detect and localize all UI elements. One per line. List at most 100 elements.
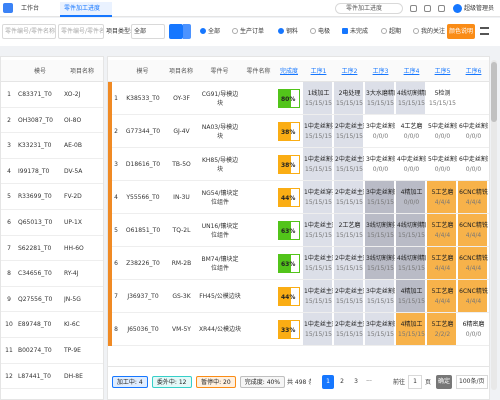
step-cell[interactable] [396, 82, 426, 114]
prev-button[interactable] [312, 376, 320, 388]
step-cell[interactable] [365, 148, 395, 180]
column-header[interactable]: 项目名称 [168, 68, 193, 75]
step-cell[interactable] [303, 313, 333, 345]
option-label[interactable]: 我的关注 [421, 28, 446, 35]
row[interactable] [108, 181, 489, 214]
text-input[interactable]: 零件编号/零件名称/零件... [58, 24, 104, 39]
step-cell[interactable] [396, 115, 426, 147]
page-active[interactable]: 1 [322, 375, 334, 389]
column-header[interactable]: 模号 [136, 68, 149, 75]
column-header[interactable]: 工序6 [465, 68, 482, 75]
step-cell[interactable] [303, 82, 333, 114]
step-cell[interactable] [334, 181, 364, 213]
column-header[interactable]: 零件名称 [246, 68, 271, 75]
step-cell[interactable] [303, 181, 333, 213]
step-cell[interactable] [427, 82, 457, 114]
step-cell[interactable] [427, 214, 457, 246]
step-cell[interactable] [334, 247, 364, 279]
step-cell[interactable] [427, 115, 457, 147]
text-input[interactable]: 零件编号/零件名称/生... [2, 24, 56, 39]
column-header[interactable]: 项目名称 [69, 68, 94, 75]
row[interactable] [1, 159, 103, 185]
row[interactable] [1, 82, 103, 108]
row[interactable] [1, 338, 103, 364]
option-label[interactable]: 全部 [208, 28, 221, 35]
step-cell[interactable] [365, 115, 395, 147]
step-cell[interactable] [334, 214, 364, 246]
page-button[interactable]: 2 [340, 378, 344, 385]
status-badge[interactable]: 加工中: 4 [112, 376, 148, 388]
confirm-button[interactable]: 确定 [436, 375, 452, 389]
scrollbar-thumb[interactable] [491, 62, 497, 122]
column-header[interactable]: 完成度 [279, 68, 298, 75]
row[interactable] [108, 247, 489, 280]
radio[interactable] [310, 28, 316, 34]
option-label[interactable]: 未完成 [350, 28, 369, 35]
column-header[interactable]: 工序4 [403, 68, 420, 75]
column-header[interactable]: 工序5 [434, 68, 451, 75]
menu-icon[interactable] [480, 27, 489, 35]
row[interactable] [1, 261, 103, 287]
radio[interactable] [278, 28, 284, 34]
step-cell[interactable] [458, 115, 488, 147]
user-name[interactable]: 超级管理员 [464, 5, 495, 12]
next-button[interactable] [378, 376, 386, 388]
option-label[interactable]: 钢料 [286, 28, 299, 35]
step-cell[interactable] [396, 214, 426, 246]
logo[interactable] [3, 3, 13, 13]
step-cell[interactable] [427, 247, 457, 279]
option-label[interactable]: 超期 [389, 28, 402, 35]
row[interactable] [108, 148, 489, 181]
search-button[interactable] [169, 24, 183, 39]
row[interactable] [108, 214, 489, 247]
step-cell[interactable] [334, 148, 364, 180]
checkbox[interactable] [342, 28, 348, 34]
column-header[interactable]: 零件号 [210, 68, 229, 75]
row[interactable] [1, 184, 103, 210]
step-cell[interactable] [427, 313, 457, 345]
radio[interactable] [200, 28, 206, 34]
column-header[interactable]: 工序1 [310, 68, 327, 75]
icon[interactable] [424, 5, 431, 12]
step-cell[interactable] [458, 148, 488, 180]
status-badge[interactable]: 完成度: 40% [240, 376, 285, 388]
page-button[interactable]: 3 [354, 378, 358, 385]
icon[interactable] [438, 5, 445, 12]
step-cell[interactable] [334, 115, 364, 147]
step-cell[interactable] [365, 82, 395, 114]
step-cell[interactable] [303, 115, 333, 147]
row[interactable] [1, 236, 103, 262]
tab[interactable]: 工作台 [21, 5, 40, 12]
step-cell[interactable] [396, 313, 426, 345]
step-cell[interactable] [427, 148, 457, 180]
row[interactable] [1, 287, 103, 313]
step-cell[interactable] [334, 280, 364, 312]
step-cell[interactable] [458, 214, 488, 246]
step-cell[interactable] [427, 181, 457, 213]
step-cell[interactable] [303, 247, 333, 279]
avatar[interactable] [453, 4, 462, 13]
step-cell[interactable] [303, 214, 333, 246]
tab-active[interactable]: 零件加工进度 [60, 2, 112, 17]
step-cell[interactable] [365, 280, 395, 312]
row[interactable] [1, 133, 103, 159]
step-cell[interactable] [427, 280, 457, 312]
row[interactable] [108, 313, 489, 346]
column-header[interactable]: 工序3 [372, 68, 389, 75]
row[interactable] [108, 115, 489, 148]
step-cell[interactable] [396, 148, 426, 180]
column-header[interactable]: 工序2 [341, 68, 358, 75]
select[interactable]: 全部 [131, 24, 165, 39]
row[interactable] [1, 312, 103, 338]
row[interactable] [1, 364, 103, 390]
step-cell[interactable] [458, 181, 488, 213]
status-badge[interactable]: 暂停中: 20 [195, 376, 236, 388]
step-cell[interactable] [396, 280, 426, 312]
ellipsis[interactable]: ··· [366, 378, 372, 385]
step-cell[interactable] [458, 247, 488, 279]
search-input[interactable]: 零件加工进度 [335, 3, 403, 14]
step-cell[interactable] [458, 280, 488, 312]
radio[interactable] [413, 28, 419, 34]
row[interactable] [108, 280, 489, 313]
step-cell[interactable] [365, 181, 395, 213]
